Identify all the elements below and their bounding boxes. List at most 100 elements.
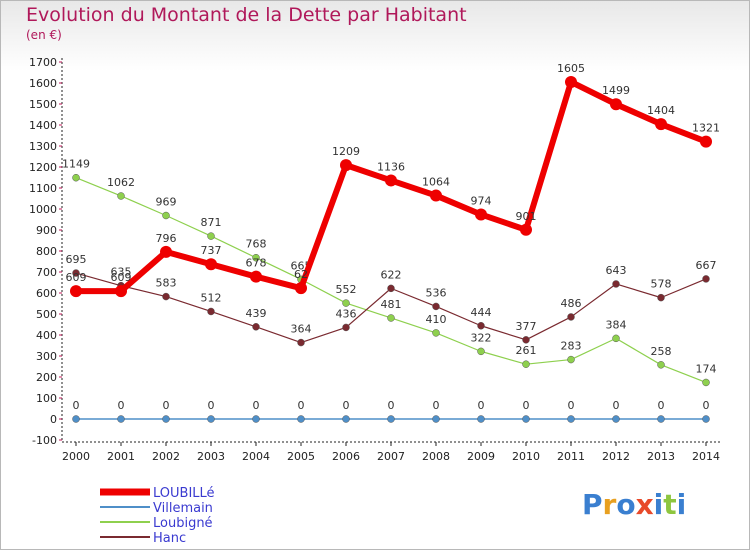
data-point [207, 415, 215, 423]
data-point [162, 211, 170, 220]
y-tick-label: 600 [36, 287, 57, 300]
data-point [477, 322, 485, 330]
data-point [72, 173, 80, 182]
data-label: 0 [613, 399, 620, 412]
data-label: 0 [388, 399, 395, 412]
data-point [475, 208, 487, 221]
data-label: 901 [516, 210, 537, 223]
data-point [342, 415, 350, 423]
data-label: 0 [703, 399, 710, 412]
y-tick-label: 100 [36, 392, 57, 405]
x-tick-label: 2000 [62, 450, 90, 463]
x-tick-label: 2001 [107, 450, 135, 463]
data-label: 1064 [422, 176, 450, 189]
y-tick-label: 1400 [29, 119, 57, 132]
data-label: 261 [516, 344, 537, 357]
data-label: 322 [471, 331, 492, 344]
data-point [162, 292, 170, 301]
chart-subtitle: (en €) [26, 28, 62, 42]
legend-label: LOUBILLé [153, 486, 215, 501]
y-tick-label: 1300 [29, 140, 57, 153]
data-point [72, 269, 80, 277]
data-label: 0 [478, 399, 485, 412]
data-label: 364 [291, 323, 312, 336]
data-label: 0 [253, 399, 260, 412]
data-label: 635 [111, 266, 132, 279]
data-point [700, 135, 712, 148]
data-point [522, 336, 530, 344]
data-label: 1404 [647, 104, 675, 117]
data-label: 622 [381, 268, 402, 281]
data-label: 695 [66, 253, 87, 266]
x-tick-label: 2011 [557, 450, 585, 463]
data-point [160, 245, 172, 258]
data-label: 1062 [107, 176, 135, 189]
data-point [477, 415, 485, 423]
data-point [207, 232, 215, 240]
data-label: 0 [568, 399, 575, 412]
data-label: 283 [561, 340, 582, 353]
series-layer: 0 0 0 0 0 0 0 0 0 0 0 0 0 0 01149106296987176866555248… [62, 62, 720, 423]
data-point [432, 329, 440, 337]
chart-title: Evolution du Montant de la Dette par Hab… [26, 4, 467, 26]
data-point [567, 355, 575, 364]
data-label: 439 [246, 307, 267, 320]
data-label: 0 [118, 399, 125, 412]
y-tick-label: 1100 [29, 182, 57, 195]
legend-label: Hanc [153, 531, 186, 546]
data-point [340, 159, 352, 172]
data-point [612, 280, 620, 288]
data-point [70, 285, 82, 298]
data-label: 481 [381, 298, 402, 311]
data-label: 768 [246, 238, 267, 251]
y-tick-label: 900 [36, 224, 57, 237]
data-point [297, 338, 305, 347]
data-label: 609 [111, 271, 132, 284]
data-point [297, 415, 305, 423]
data-point [250, 270, 262, 283]
data-label: 0 [433, 399, 440, 412]
y-tick-label: 1700 [29, 56, 57, 69]
data-label: 737 [201, 244, 222, 257]
y-tick-label: 300 [36, 350, 57, 363]
data-label: 609 [66, 271, 87, 284]
x-tick-label: 2006 [332, 450, 360, 463]
data-point [387, 284, 395, 293]
x-tick-label: 2009 [467, 450, 495, 463]
data-label: 974 [471, 194, 492, 207]
data-label: 258 [651, 345, 672, 358]
data-label: 486 [561, 297, 582, 310]
data-point [207, 307, 215, 316]
data-label: 578 [651, 278, 672, 291]
data-point [657, 361, 665, 369]
x-tick-label: 2003 [197, 450, 225, 463]
y-tick-label: 500 [36, 308, 57, 321]
data-label: 0 [658, 399, 665, 412]
y-tick-label: 700 [36, 266, 57, 279]
data-point [612, 334, 620, 343]
data-point [520, 223, 532, 236]
data-label: 536 [426, 286, 447, 299]
data-label: 1149 [62, 158, 90, 171]
data-point [162, 415, 170, 423]
data-point [432, 415, 440, 423]
data-label: 377 [516, 320, 537, 333]
data-label: 1136 [377, 160, 405, 173]
data-label: 62 [294, 268, 308, 281]
data-label: 0 [73, 399, 80, 412]
data-label: 1605 [557, 62, 585, 75]
data-point [565, 75, 577, 88]
data-label: 0 [163, 399, 170, 412]
data-label: 667 [696, 259, 717, 272]
data-point [655, 118, 667, 131]
data-label: 0 [298, 399, 305, 412]
data-label: 0 [208, 399, 215, 412]
data-label: 1209 [332, 145, 360, 158]
series-line [76, 78, 708, 295]
data-point [252, 323, 260, 331]
data-label: 444 [471, 306, 492, 319]
data-point [610, 98, 622, 111]
